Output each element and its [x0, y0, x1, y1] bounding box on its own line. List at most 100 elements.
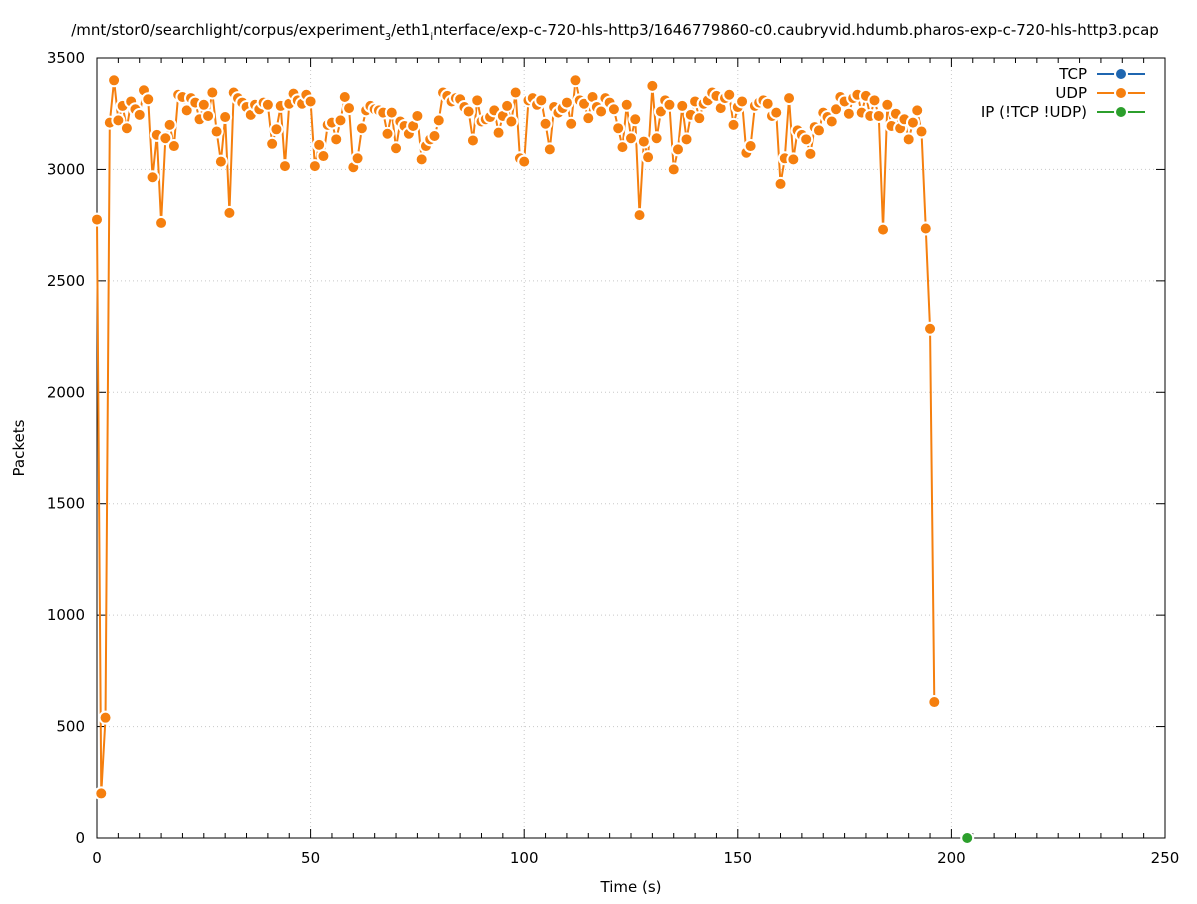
data-point: [901, 132, 916, 147]
data-point: [910, 103, 925, 118]
data-point: [914, 124, 929, 139]
chart-title: /mnt/stor0/searchlight/corpus/experiment…: [71, 21, 1159, 43]
grid-lines: [97, 58, 1165, 838]
data-series: [90, 73, 975, 845]
series-group: [90, 73, 942, 801]
data-point: [107, 73, 122, 88]
title-subscript-2: i: [430, 32, 433, 43]
data-point: [461, 104, 476, 119]
data-point: [431, 113, 446, 128]
x-tick-label: 0: [92, 849, 102, 867]
title-part-3: nterface/exp-c-720-hls-http3/1646779860-…: [433, 21, 1159, 39]
data-point: [743, 139, 758, 154]
data-point: [632, 208, 647, 223]
data-point: [213, 154, 228, 169]
x-tick-label: 200: [937, 849, 966, 867]
y-tick-label: 3000: [47, 160, 85, 178]
y-tick-label: 0: [75, 829, 85, 847]
data-point: [564, 116, 579, 131]
data-point: [414, 152, 429, 167]
data-point: [628, 112, 643, 127]
y-tick-label: 2000: [47, 383, 85, 401]
axis-ticks: 0 50 100 150 200 2500500100015002000250030003…: [47, 49, 1180, 867]
data-point: [342, 101, 357, 116]
data-point: [559, 95, 574, 110]
y-tick-label: 1500: [47, 495, 85, 513]
data-point: [867, 93, 882, 108]
data-point: [841, 106, 856, 121]
data-point: [927, 695, 942, 710]
data-point: [380, 126, 395, 141]
data-point: [333, 113, 348, 128]
x-tick-label: 250: [1151, 849, 1180, 867]
data-point: [675, 98, 690, 113]
title-part-1: /mnt/stor0/searchlight/corpus/experiment: [71, 21, 385, 39]
legend-marker: [1114, 67, 1128, 81]
legend-label: UDP: [1055, 84, 1087, 102]
data-point: [722, 87, 737, 102]
data-point: [384, 105, 399, 120]
data-point: [307, 159, 322, 174]
data-point: [611, 121, 626, 136]
data-point: [641, 150, 656, 165]
data-point: [803, 146, 818, 161]
data-point: [265, 136, 280, 151]
data-point: [94, 786, 109, 801]
data-point: [470, 93, 485, 108]
data-point: [277, 159, 292, 174]
data-point: [508, 85, 523, 100]
data-point: [504, 114, 519, 129]
data-point: [624, 131, 638, 146]
data-point: [389, 141, 404, 156]
data-point: [350, 151, 365, 166]
data-point: [619, 97, 634, 112]
title-part-2: /eth1: [391, 21, 430, 39]
data-point: [773, 176, 788, 191]
data-point: [636, 134, 651, 149]
data-point: [205, 85, 220, 100]
data-point: [410, 108, 425, 123]
data-point: [649, 131, 664, 146]
data-point: [735, 94, 750, 109]
y-tick-label: 1000: [47, 606, 85, 624]
data-point: [679, 132, 694, 147]
data-point: [427, 129, 442, 143]
data-point: [923, 321, 938, 336]
series-group: [960, 831, 975, 845]
x-axis-label: Time (s): [600, 878, 662, 896]
data-point: [90, 212, 104, 227]
data-point: [876, 222, 891, 237]
data-point: [615, 140, 630, 155]
y-tick-label: 3500: [47, 49, 85, 67]
data-point: [960, 831, 975, 845]
data-point: [799, 132, 814, 147]
data-point: [692, 111, 707, 126]
data-point: [500, 98, 515, 113]
x-tick-label: 100: [510, 849, 539, 867]
data-point: [465, 133, 480, 148]
data-point: [662, 97, 677, 112]
data-point: [158, 131, 173, 146]
data-point: [542, 142, 557, 157]
data-point: [811, 123, 826, 138]
data-point: [829, 102, 844, 117]
y-axis-label: Packets: [10, 419, 28, 476]
data-point: [769, 105, 784, 120]
data-point: [132, 107, 147, 122]
data-point: [119, 121, 134, 136]
y-tick-label: 2500: [47, 272, 85, 290]
data-point: [606, 102, 621, 117]
data-point: [201, 108, 216, 123]
data-point: [871, 108, 886, 123]
data-point: [260, 97, 275, 112]
x-tick-label: 150: [723, 849, 752, 867]
data-point: [269, 122, 284, 137]
data-point: [222, 205, 237, 220]
data-point: [918, 221, 933, 236]
data-point: [98, 710, 113, 725]
data-point: [581, 111, 596, 126]
plot-frame: [96, 57, 1166, 839]
